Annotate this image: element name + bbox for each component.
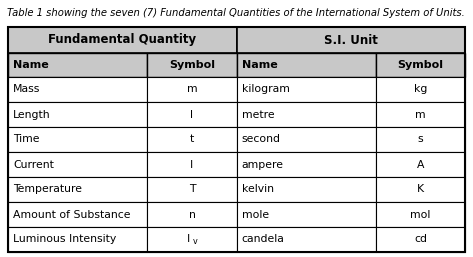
Text: t: t (190, 134, 194, 144)
Text: T: T (189, 185, 195, 195)
Bar (148, 152, 236, 177)
Bar (236, 102, 376, 127)
Bar (376, 53, 465, 77)
Bar (376, 127, 465, 152)
Text: Name: Name (242, 60, 277, 70)
Text: second: second (242, 134, 280, 144)
Bar (148, 227, 236, 252)
Text: Current: Current (13, 160, 54, 170)
Bar (236, 53, 376, 77)
Bar (236, 177, 376, 202)
Text: m: m (187, 85, 197, 95)
Bar (236, 202, 376, 227)
Text: I: I (187, 234, 191, 244)
Text: m: m (415, 109, 426, 120)
Bar (376, 152, 465, 177)
Bar (8, 227, 148, 252)
Text: Mass: Mass (13, 85, 40, 95)
Text: candela: candela (242, 234, 284, 244)
Text: Time: Time (13, 134, 40, 144)
Bar (148, 53, 236, 77)
Text: mol: mol (410, 209, 430, 219)
Text: Length: Length (13, 109, 51, 120)
Bar (148, 127, 236, 152)
Bar (376, 77, 465, 102)
Text: Symbol: Symbol (169, 60, 215, 70)
Text: s: s (418, 134, 423, 144)
Text: A: A (417, 160, 424, 170)
Bar (236, 27, 465, 53)
Text: ampere: ampere (242, 160, 283, 170)
Bar (8, 202, 148, 227)
Bar (376, 227, 465, 252)
Bar (8, 53, 148, 77)
Bar (148, 102, 236, 127)
Text: cd: cd (414, 234, 427, 244)
Bar (8, 27, 236, 53)
Bar (8, 77, 148, 102)
Bar (8, 102, 148, 127)
Bar (376, 177, 465, 202)
Bar (8, 152, 148, 177)
Text: Name: Name (13, 60, 49, 70)
Bar (148, 202, 236, 227)
Bar (236, 152, 376, 177)
Bar (376, 202, 465, 227)
Bar (148, 177, 236, 202)
Text: I: I (190, 160, 193, 170)
Bar (8, 27, 465, 252)
Text: Luminous Intensity: Luminous Intensity (13, 234, 116, 244)
Text: Amount of Substance: Amount of Substance (13, 209, 131, 219)
Bar (236, 77, 376, 102)
Text: K: K (417, 185, 424, 195)
Bar (236, 227, 376, 252)
Text: l: l (191, 109, 193, 120)
Text: kilogram: kilogram (242, 85, 289, 95)
Bar (236, 127, 376, 152)
Bar (376, 102, 465, 127)
Text: v: v (193, 237, 197, 246)
Bar (148, 77, 236, 102)
Text: kg: kg (414, 85, 427, 95)
Text: S.I. Unit: S.I. Unit (324, 33, 377, 47)
Text: Temperature: Temperature (13, 185, 82, 195)
Text: metre: metre (242, 109, 274, 120)
Text: Symbol: Symbol (397, 60, 444, 70)
Bar (8, 177, 148, 202)
Text: kelvin: kelvin (242, 185, 273, 195)
Text: Table 1 showing the seven (7) Fundamental Quantities of the International System: Table 1 showing the seven (7) Fundamenta… (7, 8, 465, 18)
Text: mole: mole (242, 209, 269, 219)
Text: Fundamental Quantity: Fundamental Quantity (48, 33, 196, 47)
Bar (8, 127, 148, 152)
Text: n: n (189, 209, 195, 219)
